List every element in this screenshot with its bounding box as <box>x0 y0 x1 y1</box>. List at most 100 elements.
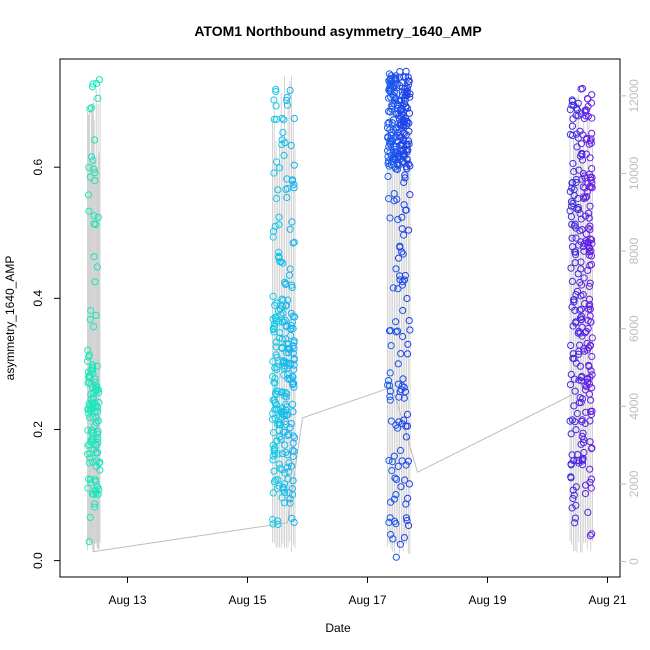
data-point <box>90 220 98 228</box>
data-point <box>588 530 596 538</box>
data-point <box>396 243 404 251</box>
data-point <box>401 271 409 280</box>
data-point <box>269 520 277 528</box>
data-point <box>387 342 395 350</box>
data-point <box>581 419 589 427</box>
data-point <box>386 382 394 390</box>
data-point <box>274 420 282 428</box>
data-point <box>385 94 393 102</box>
data-point <box>568 416 577 424</box>
data-point <box>572 501 580 509</box>
data-point <box>287 141 295 149</box>
data-point <box>579 291 587 299</box>
y-tick-label: 0.0 <box>31 552 45 569</box>
data-point <box>270 115 278 123</box>
data-point <box>287 462 295 470</box>
data-point <box>568 504 576 512</box>
data-point <box>569 350 577 358</box>
data-point <box>275 412 283 421</box>
data-point <box>390 190 398 198</box>
data-point <box>269 292 277 300</box>
data-point <box>572 248 580 256</box>
data-point <box>404 73 412 81</box>
data-point <box>277 435 285 443</box>
data-point <box>90 429 98 437</box>
data-point <box>572 175 580 184</box>
data-point <box>403 88 411 96</box>
data-point <box>89 80 97 88</box>
data-point <box>580 345 588 353</box>
data-point <box>389 535 397 543</box>
data-point <box>585 295 594 303</box>
data-point <box>93 430 102 438</box>
data-point <box>271 414 279 422</box>
data-point <box>395 161 403 169</box>
data-point <box>404 494 412 502</box>
data-point <box>577 316 586 324</box>
data-point <box>579 193 588 201</box>
data-point <box>587 484 595 492</box>
data-point <box>269 429 278 437</box>
y2-tick-label: 8000 <box>627 237 641 264</box>
data-point <box>286 424 294 432</box>
data-point <box>583 95 592 103</box>
data-point <box>278 466 286 474</box>
data-point <box>581 174 589 182</box>
data-point <box>272 338 280 346</box>
data-point <box>270 467 278 475</box>
data-point <box>399 278 407 286</box>
data-point <box>385 70 393 78</box>
data-point <box>588 91 596 99</box>
data-point <box>579 169 588 178</box>
data-point <box>283 451 292 459</box>
data-point <box>283 93 291 102</box>
data-point <box>272 115 280 124</box>
data-point <box>396 82 404 90</box>
data-point <box>584 238 592 246</box>
data-point <box>282 323 290 331</box>
data-point <box>574 203 582 212</box>
data-point <box>280 362 288 370</box>
data-point <box>278 450 286 458</box>
data-point <box>405 317 413 325</box>
count-line-layer <box>92 386 573 553</box>
data-point <box>84 346 92 354</box>
data-point <box>383 124 392 132</box>
data-point <box>92 311 100 319</box>
data-point <box>273 390 281 398</box>
data-point <box>269 456 277 464</box>
data-point <box>286 499 294 507</box>
data-point <box>275 248 283 256</box>
data-point <box>282 302 290 310</box>
data-point <box>91 278 99 286</box>
data-point <box>573 205 581 213</box>
data-point <box>88 399 96 407</box>
x-axis-label: Date <box>325 621 351 635</box>
data-point <box>402 461 410 469</box>
data-point <box>401 476 409 484</box>
data-point <box>282 185 290 193</box>
data-point <box>96 466 104 474</box>
data-point <box>570 355 578 363</box>
data-point <box>588 444 596 452</box>
data-point <box>270 396 278 404</box>
data-point <box>586 279 594 287</box>
data-point <box>280 364 288 372</box>
data-point <box>394 254 403 262</box>
data-point <box>85 163 93 171</box>
data-point <box>384 134 392 142</box>
data-point <box>586 202 594 210</box>
data-point <box>84 357 92 365</box>
data-point <box>580 439 588 447</box>
data-point <box>287 325 295 333</box>
data-point <box>584 508 592 517</box>
data-point <box>274 450 282 458</box>
data-point <box>567 202 576 210</box>
data-point <box>269 233 277 241</box>
data-point <box>92 382 100 390</box>
data-point <box>572 178 580 186</box>
data-point <box>289 342 297 350</box>
data-point <box>94 213 102 221</box>
data-point <box>392 491 400 499</box>
data-point <box>386 387 394 395</box>
